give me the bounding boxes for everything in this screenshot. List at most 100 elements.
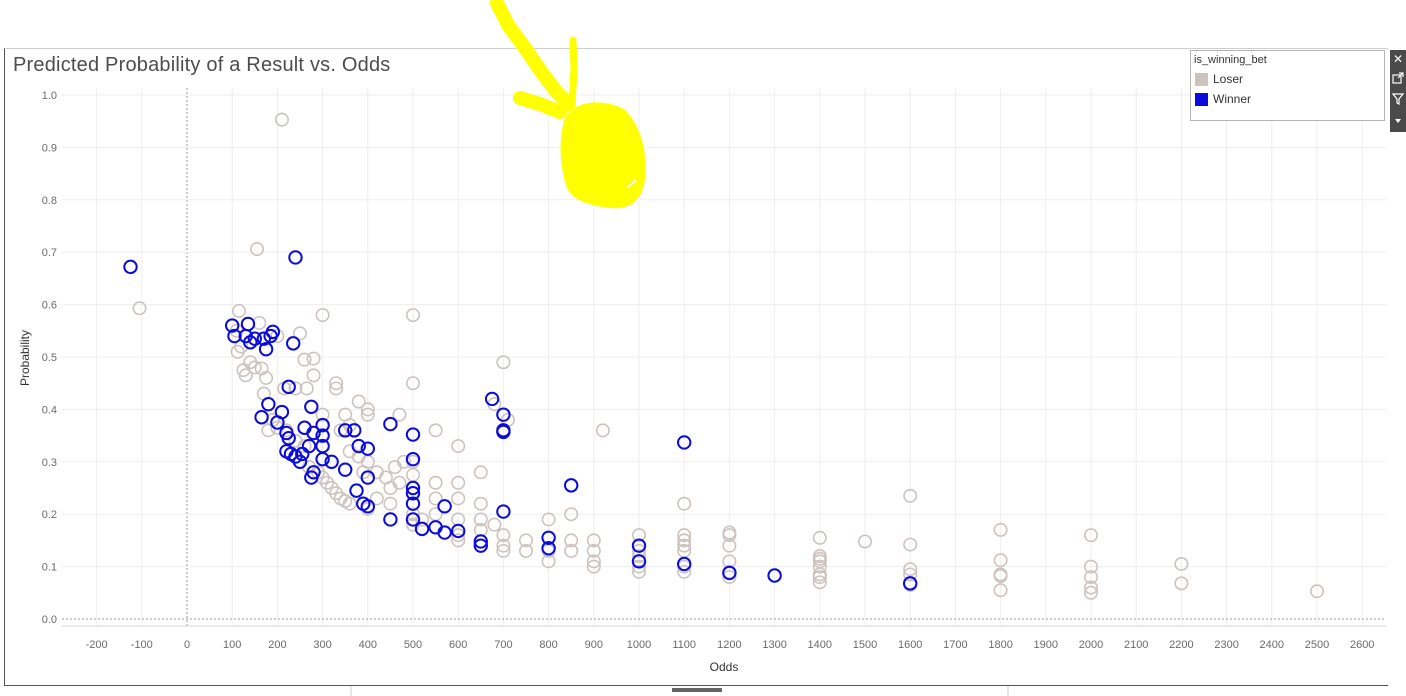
data-point[interactable]: [722, 565, 737, 581]
data-point[interactable]: [261, 423, 276, 438]
data-point[interactable]: [329, 376, 344, 391]
data-point[interactable]: [631, 549, 646, 564]
data-point[interactable]: [903, 576, 918, 591]
data-point[interactable]: [292, 326, 307, 341]
data-point[interactable]: [360, 407, 375, 422]
data-point[interactable]: [360, 441, 375, 456]
data-point[interactable]: [315, 428, 330, 443]
data-point[interactable]: [541, 541, 556, 556]
data-point[interactable]: [631, 554, 647, 569]
data-point[interactable]: [857, 534, 872, 549]
data-point[interactable]: [677, 564, 692, 579]
data-point[interactable]: [473, 538, 488, 553]
data-point[interactable]: [1174, 576, 1189, 591]
data-point[interactable]: [360, 470, 375, 485]
data-point[interactable]: [496, 424, 511, 440]
data-point[interactable]: [392, 407, 407, 422]
data-point[interactable]: [306, 368, 321, 383]
data-point[interactable]: [518, 533, 533, 548]
data-point[interactable]: [496, 407, 511, 422]
data-point[interactable]: [484, 391, 500, 407]
data-point[interactable]: [451, 439, 466, 454]
popout-icon[interactable]: [1390, 69, 1406, 87]
data-point[interactable]: [677, 556, 692, 572]
data-point[interactable]: [351, 438, 366, 454]
data-point[interactable]: [428, 491, 443, 506]
data-point[interactable]: [496, 504, 511, 519]
data-point[interactable]: [360, 402, 375, 417]
data-point[interactable]: [306, 465, 321, 480]
data-point[interactable]: [254, 410, 269, 425]
data-point[interactable]: [274, 404, 290, 420]
data-point[interactable]: [437, 525, 452, 540]
data-point[interactable]: [383, 512, 398, 527]
data-point[interactable]: [383, 480, 398, 495]
data-point[interactable]: [333, 423, 348, 438]
data-point[interactable]: [722, 570, 737, 585]
data-point[interactable]: [315, 417, 330, 433]
data-point[interactable]: [437, 499, 452, 514]
data-point[interactable]: [227, 328, 242, 344]
data-point[interactable]: [338, 462, 353, 477]
data-point[interactable]: [415, 512, 430, 527]
data-point[interactable]: [595, 423, 610, 438]
data-point[interactable]: [677, 435, 692, 450]
data-point[interactable]: [256, 331, 272, 346]
data-point[interactable]: [1310, 584, 1325, 599]
data-point[interactable]: [231, 303, 246, 318]
data-point[interactable]: [329, 381, 344, 396]
data-point[interactable]: [586, 559, 601, 574]
data-point[interactable]: [258, 341, 274, 357]
data-point[interactable]: [288, 250, 303, 265]
data-point[interactable]: [496, 528, 511, 543]
data-point[interactable]: [903, 488, 918, 503]
data-point[interactable]: [473, 465, 488, 480]
data-point[interactable]: [812, 530, 827, 545]
data-point[interactable]: [405, 427, 421, 442]
data-point[interactable]: [383, 416, 398, 432]
data-point[interactable]: [586, 554, 601, 569]
data-point[interactable]: [473, 534, 488, 549]
data-point[interactable]: [586, 543, 601, 558]
data-point[interactable]: [722, 528, 737, 543]
data-point[interactable]: [230, 344, 245, 359]
data-point[interactable]: [677, 538, 692, 553]
data-point[interactable]: [225, 318, 240, 333]
data-point[interactable]: [722, 538, 737, 553]
data-point[interactable]: [299, 381, 314, 396]
data-point[interactable]: [405, 512, 421, 527]
data-point[interactable]: [247, 360, 262, 375]
data-point[interactable]: [288, 381, 303, 396]
data-point[interactable]: [286, 336, 301, 351]
data-point[interactable]: [677, 528, 692, 543]
data-point[interactable]: [473, 512, 488, 527]
data-point[interactable]: [247, 331, 263, 346]
data-point[interactable]: [1084, 580, 1099, 595]
data-point[interactable]: [451, 528, 466, 543]
data-point[interactable]: [903, 537, 918, 552]
data-point[interactable]: [259, 370, 274, 385]
data-point[interactable]: [132, 301, 147, 316]
data-point[interactable]: [306, 351, 321, 366]
data-point[interactable]: [315, 407, 330, 422]
data-point[interactable]: [564, 543, 579, 558]
data-point[interactable]: [903, 567, 918, 582]
data-point[interactable]: [428, 423, 443, 438]
data-point[interactable]: [243, 335, 258, 350]
data-point[interactable]: [240, 316, 256, 332]
data-point[interactable]: [767, 568, 782, 583]
data-point[interactable]: [1084, 559, 1099, 574]
data-point[interactable]: [631, 559, 646, 574]
data-point[interactable]: [1174, 556, 1189, 571]
data-point[interactable]: [281, 431, 296, 446]
data-point[interactable]: [993, 569, 1008, 584]
data-point[interactable]: [261, 396, 276, 412]
data-point[interactable]: [297, 352, 312, 367]
data-point[interactable]: [392, 475, 407, 490]
data-point[interactable]: [812, 570, 827, 585]
data-point[interactable]: [351, 394, 366, 409]
data-point[interactable]: [281, 379, 296, 395]
data-point[interactable]: [993, 553, 1008, 568]
data-point[interactable]: [496, 355, 511, 370]
data-point[interactable]: [405, 486, 421, 501]
